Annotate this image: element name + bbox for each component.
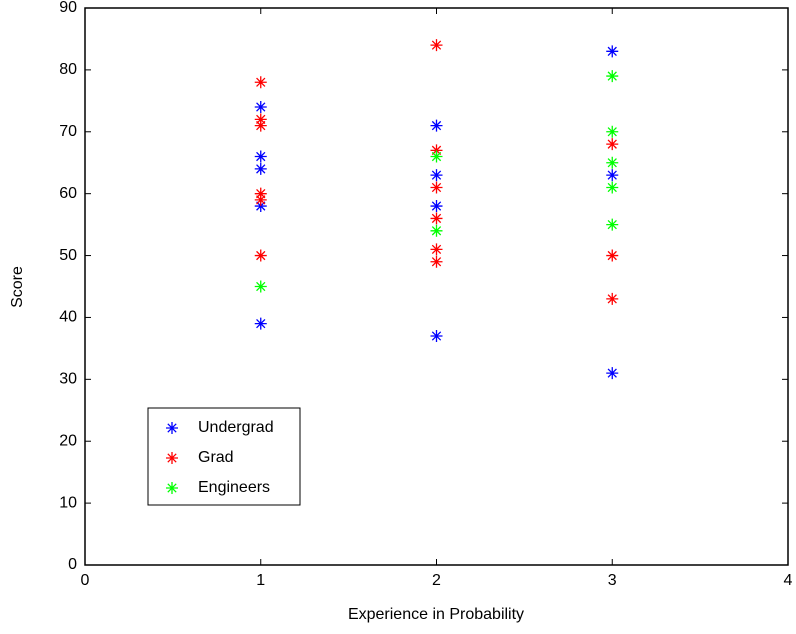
x-axis-label: Experience in Probability	[348, 606, 524, 623]
data-point	[606, 45, 619, 58]
y-tick-label: 20	[59, 432, 77, 449]
legend-marker	[166, 422, 178, 434]
data-point	[254, 162, 267, 175]
data-point	[254, 187, 267, 200]
y-tick-label: 50	[59, 247, 77, 264]
data-point	[430, 224, 443, 237]
y-axis-label: Score	[9, 266, 26, 308]
data-point	[606, 70, 619, 83]
data-point	[606, 367, 619, 380]
y-tick-label: 40	[59, 309, 77, 326]
data-point	[254, 249, 267, 262]
data-point	[430, 181, 443, 194]
data-point	[430, 150, 443, 163]
data-point	[606, 181, 619, 194]
data-point	[254, 101, 267, 114]
data-point	[606, 169, 619, 182]
legend-label: Grad	[198, 449, 234, 466]
x-tick-label: 4	[784, 572, 793, 589]
data-point	[430, 330, 443, 343]
data-point	[430, 39, 443, 52]
data-point	[254, 317, 267, 330]
data-point	[254, 280, 267, 293]
y-tick-label: 30	[59, 371, 77, 388]
x-tick-label: 3	[608, 572, 617, 589]
legend-marker	[166, 482, 178, 494]
y-tick-label: 60	[59, 185, 77, 202]
data-point	[254, 193, 267, 206]
y-tick-label: 80	[59, 61, 77, 78]
legend-marker	[166, 452, 178, 464]
y-tick-label: 0	[68, 556, 77, 573]
data-point	[430, 255, 443, 268]
data-point	[606, 156, 619, 169]
legend-label: Undergrad	[198, 419, 274, 436]
legend-label: Engineers	[198, 479, 270, 496]
data-point	[254, 76, 267, 89]
data-point	[254, 113, 267, 126]
data-point	[606, 292, 619, 305]
x-tick-label: 1	[256, 572, 265, 589]
data-point	[430, 200, 443, 213]
data-point	[430, 169, 443, 182]
data-point	[606, 125, 619, 138]
data-point	[606, 138, 619, 151]
data-point	[430, 243, 443, 256]
data-point	[606, 249, 619, 262]
y-tick-label: 90	[59, 0, 77, 16]
data-point	[430, 144, 443, 157]
y-tick-label: 70	[59, 123, 77, 140]
data-point	[254, 150, 267, 163]
x-tick-label: 2	[432, 572, 441, 589]
data-point	[254, 200, 267, 213]
data-point	[606, 218, 619, 231]
data-point	[254, 119, 267, 132]
data-point	[430, 212, 443, 225]
data-point	[430, 119, 443, 132]
y-tick-label: 10	[59, 494, 77, 511]
x-tick-label: 0	[81, 572, 90, 589]
